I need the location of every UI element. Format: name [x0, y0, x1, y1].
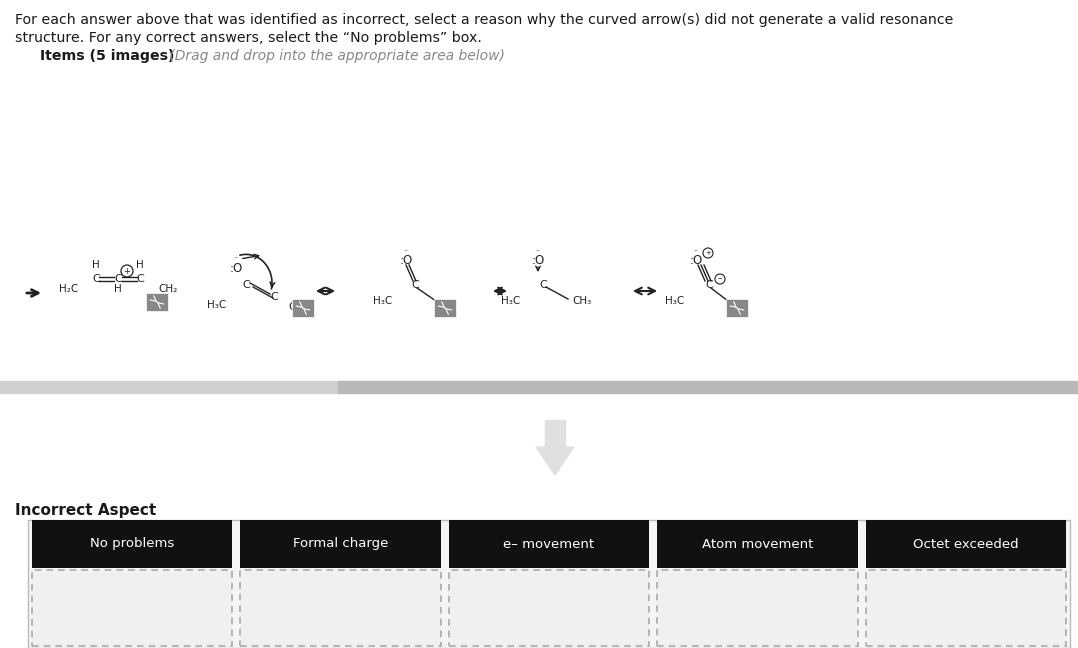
Text: Octet exceeded: Octet exceeded: [913, 537, 1019, 551]
Text: H₃C: H₃C: [665, 296, 685, 306]
Bar: [725, 299, 748, 317]
Text: H: H: [92, 260, 100, 270]
Bar: [292, 299, 314, 317]
Bar: [448, 570, 649, 646]
Text: ··: ··: [693, 248, 699, 257]
Text: H₃C: H₃C: [207, 300, 226, 310]
Text: No problems: No problems: [91, 537, 175, 551]
Text: H₃C: H₃C: [373, 296, 392, 306]
Text: C: C: [411, 280, 419, 290]
Text: H: H: [114, 284, 122, 294]
Bar: [32, 520, 233, 568]
Text: Items (5 images): Items (5 images): [40, 49, 175, 63]
Text: C: C: [705, 280, 713, 290]
Text: :O: :O: [531, 255, 544, 268]
Bar: [866, 570, 1066, 646]
Text: structure. For any correct answers, select the “No problems” box.: structure. For any correct answers, sele…: [15, 31, 482, 45]
Text: –: –: [718, 275, 722, 284]
Bar: [658, 520, 858, 568]
Text: H₂C: H₂C: [58, 284, 78, 294]
Text: ··: ··: [403, 248, 409, 257]
Bar: [240, 520, 441, 568]
Text: :O: :O: [689, 255, 703, 268]
Text: Formal charge: Formal charge: [293, 537, 388, 551]
Bar: [448, 520, 649, 568]
Text: :O: :O: [230, 262, 243, 275]
Polygon shape: [536, 447, 573, 475]
Bar: [28, 520, 1070, 648]
Text: C: C: [243, 280, 250, 290]
Text: +: +: [705, 250, 710, 256]
Text: H₃C: H₃C: [501, 296, 520, 306]
Text: CH₂: CH₂: [158, 284, 177, 294]
Text: ··: ··: [536, 248, 541, 257]
Text: CH₂: CH₂: [288, 302, 307, 312]
Text: CH₃: CH₃: [572, 296, 591, 306]
Bar: [338, 381, 1078, 393]
Text: C: C: [271, 292, 278, 302]
Text: C: C: [92, 274, 100, 284]
Text: (Drag and drop into the appropriate area below): (Drag and drop into the appropriate area…: [165, 49, 505, 63]
Text: Atom movement: Atom movement: [702, 537, 813, 551]
Text: ··: ··: [233, 255, 238, 264]
Text: C: C: [136, 274, 143, 284]
Bar: [146, 293, 168, 311]
Text: H: H: [136, 260, 143, 270]
Text: For each answer above that was identified as incorrect, select a reason why the : For each answer above that was identifie…: [15, 13, 953, 27]
Bar: [658, 570, 858, 646]
Bar: [0, 381, 338, 393]
Bar: [434, 299, 456, 317]
Text: e– movement: e– movement: [503, 537, 595, 551]
Text: C: C: [114, 274, 122, 284]
Bar: [545, 420, 565, 447]
Text: :O: :O: [399, 255, 413, 268]
Text: Incorrect Aspect: Incorrect Aspect: [15, 503, 156, 518]
Bar: [240, 570, 441, 646]
Bar: [866, 520, 1066, 568]
Text: C: C: [539, 280, 547, 290]
Bar: [32, 570, 233, 646]
Text: +: +: [124, 266, 130, 275]
